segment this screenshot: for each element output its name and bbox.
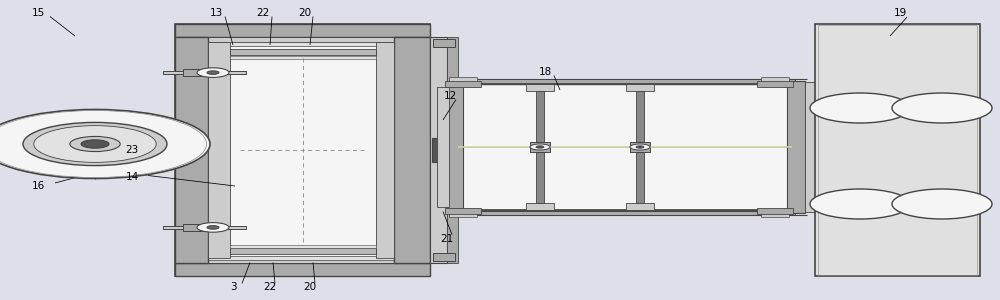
Circle shape: [70, 136, 120, 152]
Circle shape: [207, 71, 219, 74]
Bar: [376, 42, 394, 258]
Bar: [18, 142, 28, 146]
Bar: [449, 214, 477, 217]
Bar: [530, 142, 550, 152]
Bar: [90, 121, 100, 124]
Bar: [455, 211, 795, 215]
Bar: [630, 142, 650, 152]
Bar: [626, 84, 654, 91]
Bar: [175, 263, 430, 276]
Bar: [636, 91, 644, 203]
Bar: [818, 25, 977, 275]
Bar: [787, 81, 805, 213]
Circle shape: [23, 122, 167, 166]
Bar: [230, 248, 376, 254]
Bar: [175, 24, 430, 37]
Bar: [455, 82, 795, 85]
Bar: [455, 84, 795, 210]
Bar: [761, 214, 789, 217]
Text: 18: 18: [538, 67, 552, 77]
Bar: [183, 224, 207, 231]
Bar: [183, 69, 207, 76]
Circle shape: [630, 144, 650, 150]
Circle shape: [810, 189, 910, 219]
Bar: [162, 142, 172, 146]
Text: 20: 20: [298, 8, 312, 19]
Bar: [432, 138, 456, 162]
Bar: [805, 82, 815, 212]
Circle shape: [207, 226, 219, 229]
Bar: [433, 39, 455, 47]
Text: 21: 21: [440, 233, 454, 244]
Circle shape: [536, 146, 544, 148]
Text: 12: 12: [443, 91, 457, 101]
Bar: [433, 253, 455, 261]
Circle shape: [530, 144, 550, 150]
Text: 22: 22: [263, 282, 277, 292]
Bar: [230, 56, 376, 59]
Text: 3: 3: [230, 282, 236, 292]
Bar: [175, 37, 208, 263]
Bar: [430, 37, 447, 263]
Text: 16: 16: [31, 181, 45, 191]
Bar: [447, 37, 458, 263]
Bar: [163, 226, 246, 229]
Bar: [175, 258, 430, 263]
Bar: [815, 24, 980, 276]
Text: 20: 20: [303, 282, 317, 292]
Bar: [175, 256, 430, 260]
Circle shape: [810, 93, 910, 123]
Text: 14: 14: [125, 172, 139, 182]
Bar: [757, 81, 793, 87]
Circle shape: [197, 223, 229, 232]
Bar: [449, 77, 477, 81]
Text: 19: 19: [893, 8, 907, 19]
Bar: [455, 85, 795, 208]
Bar: [163, 71, 246, 74]
Bar: [455, 79, 795, 83]
Bar: [526, 203, 554, 210]
Bar: [761, 77, 789, 81]
Text: 23: 23: [125, 145, 139, 155]
Circle shape: [0, 110, 210, 178]
Bar: [90, 164, 100, 167]
Bar: [626, 203, 654, 210]
Bar: [175, 37, 430, 42]
Text: 13: 13: [209, 8, 223, 19]
Bar: [394, 37, 430, 263]
Circle shape: [34, 126, 156, 162]
Bar: [437, 87, 449, 207]
Bar: [526, 84, 554, 91]
Bar: [445, 208, 481, 214]
Bar: [447, 81, 463, 213]
Circle shape: [636, 146, 644, 148]
Bar: [175, 42, 430, 46]
Circle shape: [892, 189, 992, 219]
Circle shape: [197, 68, 229, 77]
Bar: [175, 24, 430, 276]
Circle shape: [81, 140, 109, 148]
Bar: [455, 208, 795, 211]
Bar: [445, 81, 481, 87]
Bar: [757, 208, 793, 214]
Bar: [208, 42, 230, 258]
Text: 15: 15: [31, 8, 45, 19]
Text: 22: 22: [256, 8, 270, 19]
Circle shape: [892, 93, 992, 123]
Bar: [230, 245, 376, 248]
Bar: [536, 91, 544, 203]
Bar: [230, 49, 376, 55]
